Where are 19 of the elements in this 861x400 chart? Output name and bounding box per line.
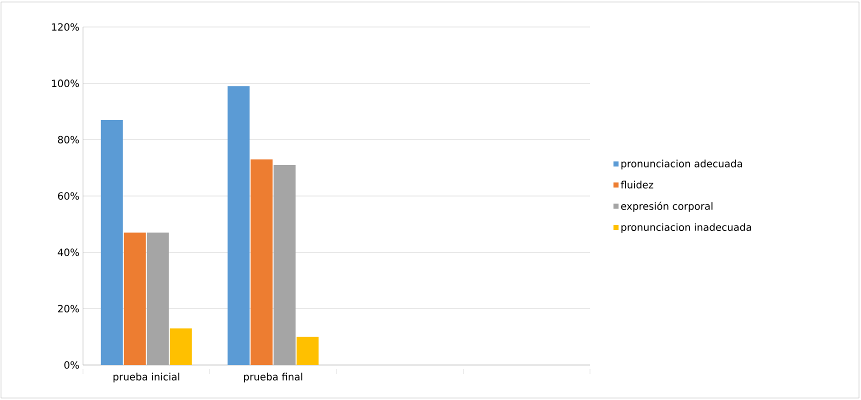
bar (250, 159, 273, 365)
legend-label: expresión corporal (621, 202, 712, 212)
y-tick-label: 0% (64, 361, 79, 369)
bar (170, 328, 192, 365)
y-tick-label: 40% (58, 248, 79, 256)
bar (296, 336, 319, 365)
x-tick-label: prueba final (244, 372, 302, 382)
bar (124, 232, 146, 365)
legend-label: pronunciacion adecuada (621, 160, 742, 170)
legend-label: pronunciacion inadecuada (621, 223, 752, 233)
y-tick-label: 100% (52, 80, 79, 88)
bar (100, 120, 123, 365)
bar (228, 86, 250, 365)
y-tick-label: 60% (58, 192, 79, 200)
legend-label: fluidez (620, 180, 654, 188)
x-tick-label: prueba inicial (114, 372, 180, 382)
y-tick-label: 120% (52, 23, 79, 31)
y-tick-label: 20% (58, 304, 79, 312)
y-tick-label: 80% (58, 136, 79, 144)
